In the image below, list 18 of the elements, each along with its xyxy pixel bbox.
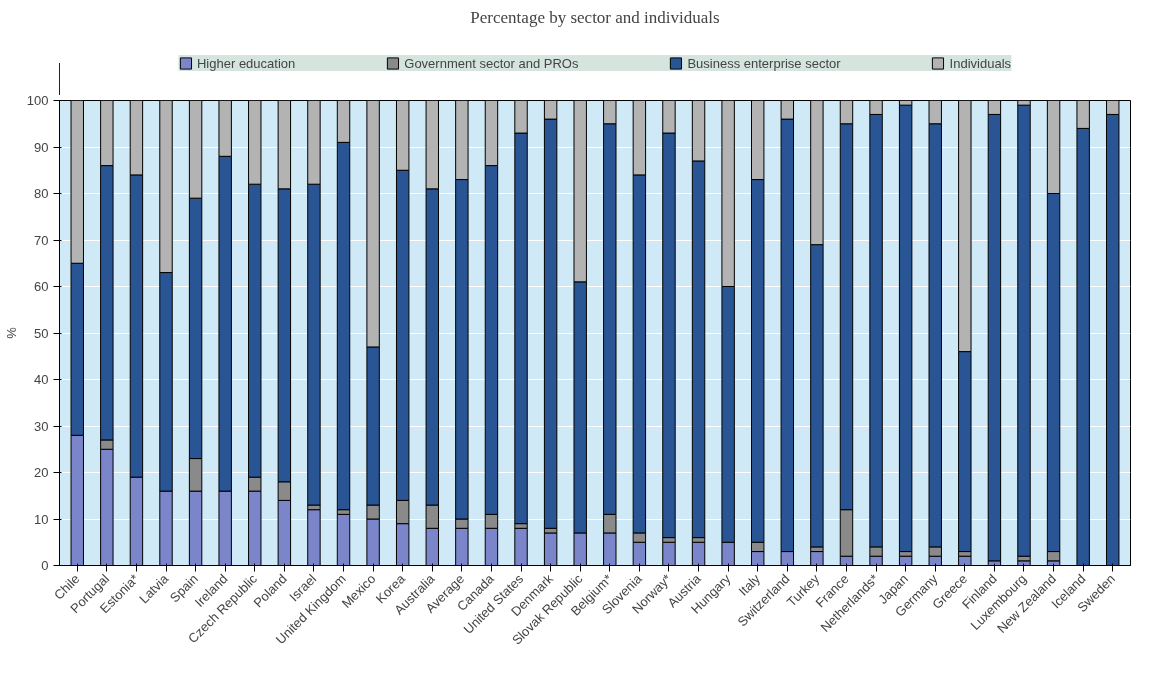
- y-tick-label: 40: [34, 372, 49, 387]
- y-axis-title: %: [3, 326, 19, 339]
- y-tick-label: 80: [34, 186, 49, 201]
- y-tick-label: 90: [34, 139, 49, 155]
- y-tick-label: 50: [34, 325, 49, 341]
- legend-label: Individuals: [949, 55, 1012, 71]
- legend-label: Business enterprise sector: [687, 55, 841, 71]
- bar: [898, 104, 913, 553]
- legend-label: Higher education: [196, 55, 296, 71]
- y-tick-label: 70: [34, 232, 49, 248]
- y-tick-label: 30: [34, 418, 49, 434]
- chart-title: Percentage by sector and individuals: [470, 7, 720, 27]
- y-tick-label: 0: [41, 558, 49, 573]
- y-tick-label: 100: [26, 93, 49, 108]
- y-tick-label: 20: [34, 465, 49, 480]
- legend-label: Government sector and PROs: [404, 55, 579, 71]
- y-tick-label: 60: [34, 279, 49, 294]
- y-tick-label: 10: [34, 511, 49, 527]
